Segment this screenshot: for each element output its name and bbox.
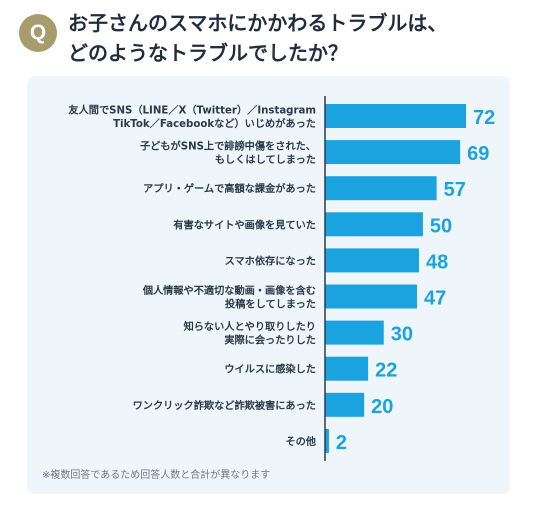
category-label-3: アプリ・ゲームで高額な課金があった — [143, 182, 316, 195]
chart-panel: 72 友人間でSNS（LINE／X（Twitter）／Instagram TikTo… — [27, 76, 510, 494]
category-label-7-line-2: 実際に会ったりした — [224, 333, 316, 346]
category-label-7-line-1: 知らない人とやり取りしたり — [184, 320, 316, 333]
value-label-6: 47 — [424, 288, 446, 310]
category-label-6-line-1: 個人情報や不適切な動画・画像を含む — [142, 284, 316, 297]
value-label-9: 20 — [371, 396, 393, 418]
value-label-8: 22 — [375, 360, 397, 382]
bar-5 — [325, 248, 419, 273]
category-label-8: ウイルスに感染した — [224, 363, 316, 376]
category-label-2-line-1: 子どもがSNS上で誹謗中傷をされた、 — [140, 139, 316, 152]
question-title: お子さんのスマホにかかわるトラブルは、 どのようなトラブルでしたか？ — [68, 8, 528, 68]
category-label-6-line-2: 投稿をしてしまった — [225, 297, 316, 310]
bar-chart: 72 友人間でSNS（LINE／X（Twitter）／InstagramTikTo… — [67, 96, 495, 461]
bar-1 — [325, 104, 466, 128]
category-label-9: ワンクリック詐欺など詐欺被害にあった — [133, 399, 316, 412]
value-label-5: 48 — [426, 251, 448, 273]
value-label-1: 72 — [473, 107, 495, 129]
category-label-2-line-2: もしくはしてしまった — [215, 154, 316, 166]
category-label-5: スマホ依存になった — [225, 254, 316, 267]
footnote: ※複数回答であるため回答人数と合計が異なります — [42, 470, 271, 481]
question-badge: Q — [19, 14, 57, 52]
bar-10 — [325, 428, 329, 453]
category-label-1-line-2: TikTok／Facebookなど）いじめがあった — [113, 117, 316, 130]
bar-4 — [325, 212, 423, 237]
value-label-3: 57 — [444, 179, 466, 201]
bar-6 — [325, 284, 418, 309]
title-line-1: お子さんのスマホにかかわるトラブルは、 — [68, 11, 448, 35]
category-label-10: その他 — [285, 435, 316, 448]
value-label-7: 30 — [391, 324, 413, 346]
value-label-10: 2 — [336, 432, 347, 454]
bar-9 — [325, 392, 365, 417]
value-label-2: 69 — [467, 143, 489, 165]
category-label-4: 有害なサイトや画像を見ていた — [173, 218, 316, 231]
bar-7 — [325, 320, 384, 345]
bar-3 — [325, 176, 437, 201]
value-label-4: 50 — [430, 215, 452, 237]
title-line-2: どのようなトラブルでしたか？ — [68, 41, 348, 65]
category-label-1-line-1: 友人間でSNS（LINE／X（Twitter）／Instagram — [67, 103, 316, 116]
bar-8 — [325, 356, 369, 381]
bar-2 — [325, 140, 461, 165]
